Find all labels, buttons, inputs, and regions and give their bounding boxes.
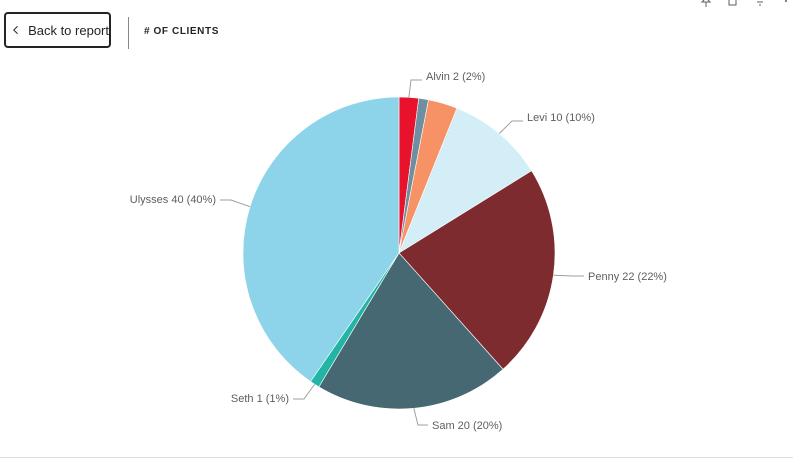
data-label-sam: Sam 20 (20%) [432, 420, 502, 432]
visual-title: # OF CLIENTS [144, 26, 219, 37]
leader-line-penny [553, 274, 584, 277]
data-label-seth: Seth 1 (1%) [231, 393, 289, 405]
pie-slice-ulysses[interactable] [242, 96, 400, 382]
back-to-report-button[interactable]: Back to report [4, 12, 111, 48]
visual-header-icons [693, 0, 793, 10]
bottom-border [0, 457, 793, 458]
leader-line-alvin [408, 79, 422, 98]
more-options-icon[interactable] [779, 0, 793, 8]
leader-line-sam [413, 408, 428, 426]
data-label-ulysses: Ulysses 40 (40%) [130, 194, 216, 206]
leader-line-levi [498, 120, 523, 134]
header-divider [128, 17, 129, 49]
leader-line-seth [293, 383, 316, 400]
pin-icon[interactable] [699, 0, 713, 8]
leader-line-ulysses [220, 199, 251, 208]
copy-icon[interactable] [726, 0, 740, 8]
back-to-report-label: Back to report [28, 22, 109, 38]
data-label-levi: Levi 10 (10%) [527, 112, 595, 124]
chevron-left-icon [13, 25, 18, 35]
data-label-penny: Penny 22 (22%) [588, 271, 667, 283]
data-label-alvin: Alvin 2 (2%) [426, 71, 485, 83]
pie-slice-sam[interactable] [318, 252, 504, 410]
pie-slice-levi[interactable] [398, 107, 532, 254]
pie-slice-penny[interactable] [398, 170, 556, 370]
filter-icon[interactable] [753, 0, 767, 8]
